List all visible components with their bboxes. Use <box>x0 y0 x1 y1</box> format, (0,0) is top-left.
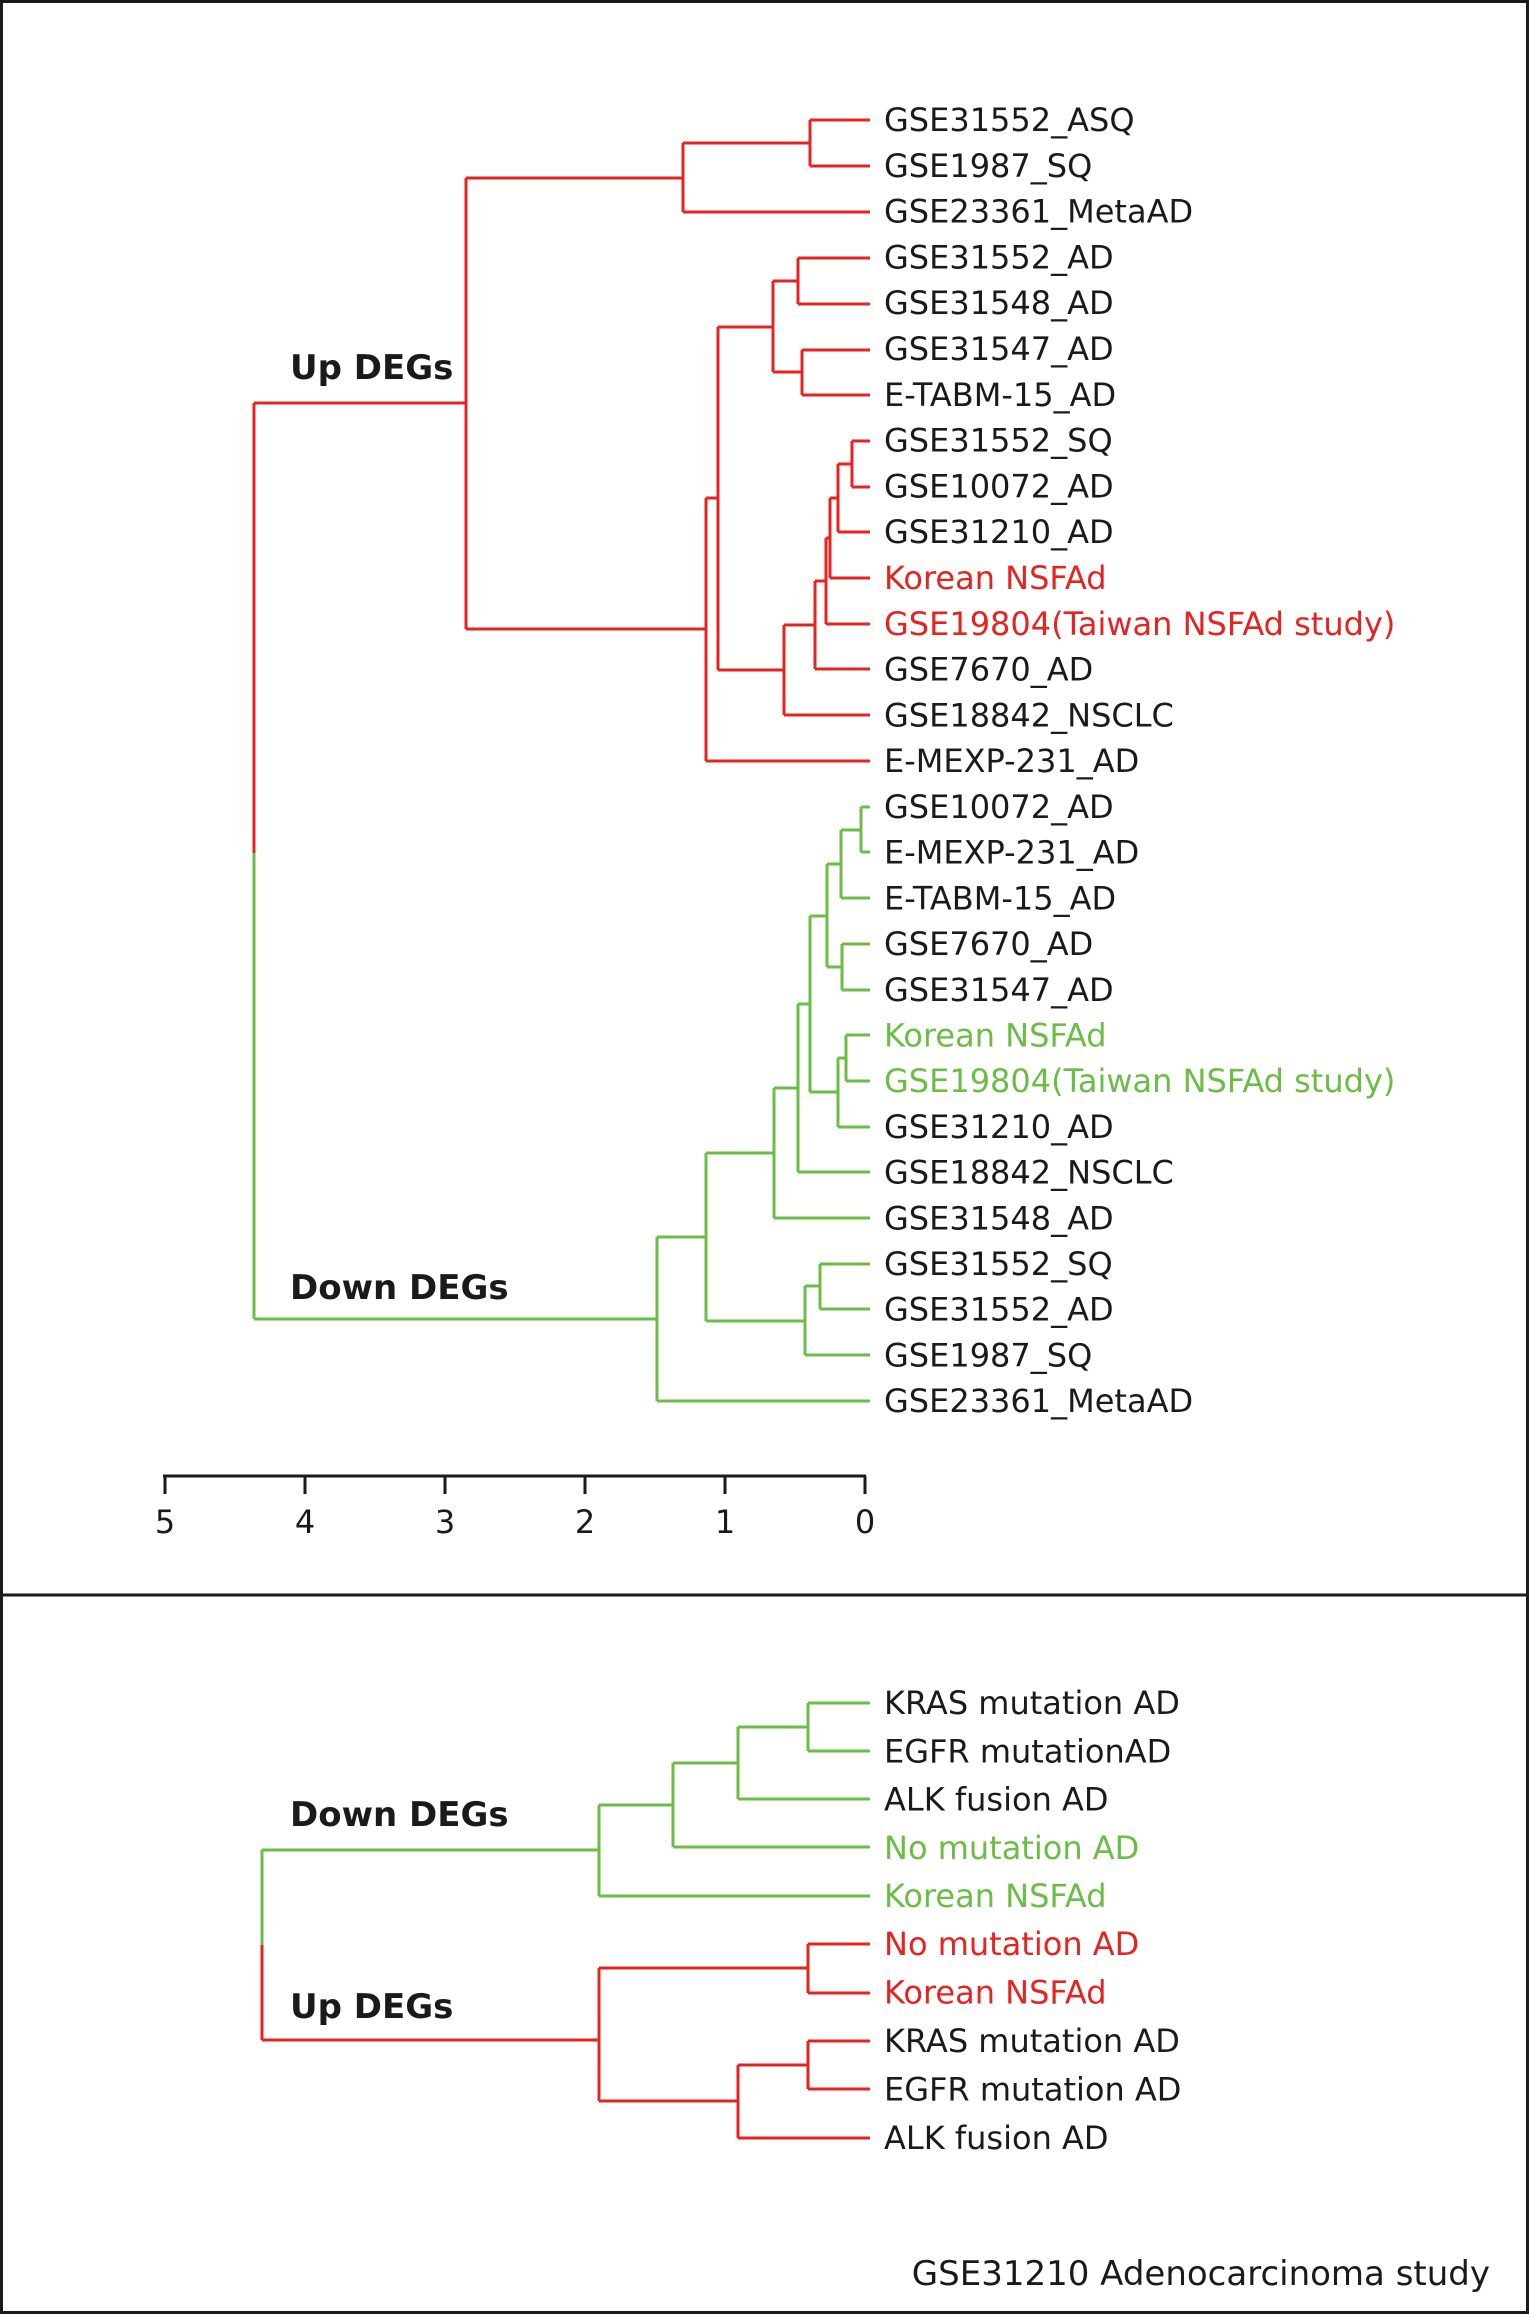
axis-tick-label: 3 <box>435 1503 455 1541</box>
leaf-label: GSE31552_ASQ <box>884 101 1135 139</box>
leaf-label: E-TABM-15_AD <box>884 879 1116 917</box>
branch <box>828 496 870 580</box>
top-down-branches <box>252 805 870 1403</box>
branch <box>681 141 870 214</box>
branch <box>818 1262 870 1311</box>
top-up-degs-label: Up DEGs <box>290 348 453 388</box>
branch <box>800 348 870 397</box>
leaf-label: No mutation AD <box>884 1829 1139 1867</box>
leaf-label: No mutation AD <box>884 1925 1139 1963</box>
leaf-label: Korean NSFAd <box>884 1974 1107 2012</box>
leaf-label: GSE31548_AD <box>884 1199 1114 1237</box>
branch <box>808 118 870 168</box>
leaf-label: GSE23361_MetaAD <box>884 1382 1193 1420</box>
top-up-leaf-labels: GSE31552_ASQ GSE1987_SQ GSE23361_MetaAD GSE… <box>884 101 1395 780</box>
leaf-label: Korean NSFAd <box>884 1017 1107 1055</box>
branch <box>252 853 657 1321</box>
branch <box>597 1966 808 2103</box>
branch <box>252 401 466 853</box>
bottom-up-degs-label: Up DEGs <box>290 1987 453 2027</box>
leaf-label: GSE19804(Taiwan NSFAd study) <box>884 605 1395 643</box>
leaf-label: EGFR mutation AD <box>884 2071 1181 2109</box>
axis-ticks: 5 4 3 2 1 0 <box>155 1503 875 1541</box>
branch <box>808 914 838 1094</box>
bottom-down-branches <box>260 1701 870 1945</box>
leaf-label: GSE19804(Taiwan NSFAd study) <box>884 1062 1395 1100</box>
branch <box>772 1086 870 1220</box>
leaf-label: KRAS mutation AD <box>884 1684 1180 1722</box>
branch <box>824 536 870 626</box>
top-down-leaf-labels: GSE10072_AD E-MEXP-231_AD E-TABM-15_AD GSE7… <box>884 788 1395 1420</box>
branch <box>806 1701 870 1753</box>
bottom-down-degs-label: Down DEGs <box>290 1795 509 1835</box>
axis-tick-label: 2 <box>575 1503 595 1541</box>
leaf-label: ALK fusion AD <box>884 2119 1109 2157</box>
leaf-label: GSE31552_SQ <box>884 422 1113 460</box>
branch <box>850 439 870 489</box>
leaf-label: E-MEXP-231_AD <box>884 742 1139 780</box>
leaf-label: GSE31552_SQ <box>884 1245 1113 1283</box>
branch <box>704 496 870 763</box>
branch <box>859 805 870 854</box>
leaf-label: EGFR mutationAD <box>884 1732 1171 1770</box>
branch <box>704 1151 805 1323</box>
branch <box>836 1056 870 1129</box>
branch <box>796 256 870 306</box>
study-footer: GSE31210 Adenocarcinoma study <box>912 2254 1490 2294</box>
leaf-label: KRAS mutation AD <box>884 2022 1180 2060</box>
leaf-label: GSE23361_MetaAD <box>884 193 1193 231</box>
leaf-label: GSE31210_AD <box>884 513 1114 551</box>
branch <box>736 2063 870 2140</box>
branch <box>803 1284 870 1357</box>
axis-tick-label: 5 <box>155 1503 175 1541</box>
leaf-label: GSE7670_AD <box>884 651 1093 689</box>
leaf-label: GSE31548_AD <box>884 284 1114 322</box>
distance-axis <box>163 1474 867 1494</box>
leaf-label: ALK fusion AD <box>884 1781 1109 1819</box>
leaf-label: GSE10072_AD <box>884 788 1114 826</box>
branch <box>836 462 870 534</box>
branch <box>671 1761 870 1849</box>
branch <box>806 2039 870 2091</box>
bottom-dendrogram <box>260 1701 870 2140</box>
leaf-label: GSE31547_AD <box>884 330 1114 368</box>
top-up-branches <box>252 118 870 853</box>
branch <box>844 1033 870 1083</box>
branch <box>260 1848 599 1945</box>
leaf-label: GSE7670_AD <box>884 925 1093 963</box>
leaf-label: E-TABM-15_AD <box>884 376 1116 414</box>
branch <box>716 325 784 672</box>
leaf-label: Korean NSFAd <box>884 1877 1107 1915</box>
axis-tick-label: 0 <box>855 1503 875 1541</box>
leaf-label: Korean NSFAd <box>884 559 1107 597</box>
leaf-label: GSE18842_NSCLC <box>884 696 1174 734</box>
leaf-label: GSE1987_SQ <box>884 1336 1092 1374</box>
branch <box>806 1942 870 1995</box>
branch <box>597 1803 870 1898</box>
branch <box>655 1235 870 1403</box>
leaf-label: GSE10072_AD <box>884 467 1114 505</box>
axis-tick-label: 1 <box>715 1503 735 1541</box>
bottom-down-leaf-labels: KRAS mutation AD EGFR mutationAD ALK fusio… <box>884 1684 1180 1915</box>
branch <box>839 828 870 900</box>
bottom-up-leaf-labels: No mutation AD Korean NSFAd KRAS mutation … <box>884 1925 1181 2157</box>
axis-tick-label: 4 <box>295 1503 315 1541</box>
leaf-label: GSE1987_SQ <box>884 147 1092 185</box>
leaf-label: GSE31210_AD <box>884 1108 1114 1146</box>
top-down-degs-label: Down DEGs <box>290 1268 509 1308</box>
top-dendrogram <box>252 118 870 1403</box>
branch <box>464 176 706 631</box>
leaf-label: GSE31547_AD <box>884 971 1114 1009</box>
leaf-label: GSE18842_NSCLC <box>884 1154 1174 1192</box>
branch <box>736 1725 870 1801</box>
leaf-label: E-MEXP-231_AD <box>884 834 1139 872</box>
leaf-label: GSE31552_AD <box>884 1291 1114 1329</box>
bottom-up-branches <box>260 1942 870 2140</box>
leaf-label: GSE31552_AD <box>884 238 1114 276</box>
branch <box>840 942 870 992</box>
branch <box>260 1945 599 2042</box>
